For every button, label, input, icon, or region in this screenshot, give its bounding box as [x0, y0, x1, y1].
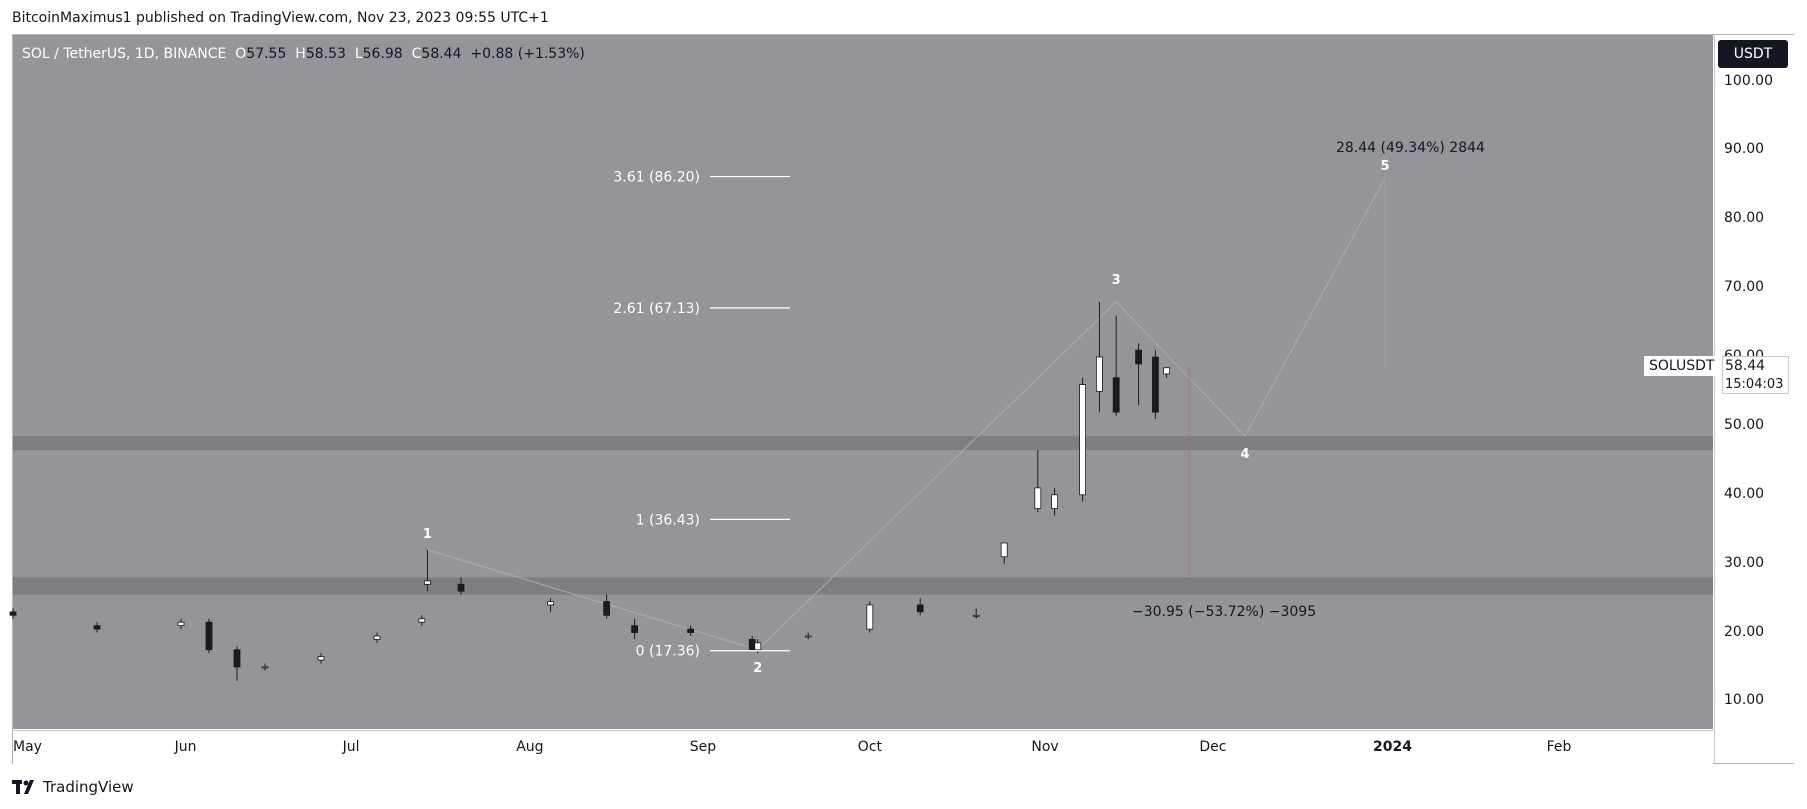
price-axis-tick: 80.00	[1724, 210, 1765, 227]
horizontal-zone	[13, 436, 1713, 451]
legend-high-key: H	[295, 46, 306, 62]
time-axis-tick: Jun	[174, 739, 197, 755]
plot-area[interactable]	[13, 35, 1713, 729]
candle-body	[1152, 356, 1159, 413]
candle-body	[866, 604, 874, 630]
candle-body	[373, 635, 381, 640]
candle-body	[916, 604, 924, 613]
price-axis[interactable]	[1714, 35, 1794, 763]
wave-label: 3	[1112, 273, 1121, 288]
time-axis[interactable]	[13, 730, 1713, 764]
price-axis-tick: 30.00	[1724, 554, 1765, 571]
price-axis-tick: 40.00	[1724, 485, 1765, 502]
legend-low: 56.98	[362, 46, 403, 62]
time-axis-tick: 2024	[1373, 739, 1412, 755]
fib-level-label: 0 (17.36)	[636, 644, 700, 660]
legend-symbol: SOL / TetherUS, 1D, BINANCE	[22, 46, 227, 62]
candle-body	[1112, 377, 1120, 413]
candle-body	[93, 625, 101, 630]
candle-body	[1000, 542, 1008, 558]
candle-body	[1096, 356, 1103, 392]
measure-down-label: −30.95 (−53.72%) −3095	[1132, 604, 1316, 620]
bar-countdown: 15:04:03	[1725, 377, 1784, 392]
price-axis-tick: 20.00	[1724, 623, 1765, 640]
legend-low-key: L	[354, 46, 363, 62]
time-axis-tick: Nov	[1031, 739, 1059, 755]
candle-body	[457, 583, 465, 592]
candle-body	[754, 642, 762, 651]
wave-line	[757, 301, 1117, 651]
wave-line	[427, 549, 758, 651]
tradingview-logo-icon	[12, 780, 34, 794]
horizontal-zone	[13, 577, 1713, 595]
candle-body	[1034, 487, 1042, 509]
candle-body	[687, 628, 694, 633]
price-axis-tick: 10.00	[1724, 692, 1765, 709]
chart-legend: SOL / TetherUS, 1D, BINANCE O57.55 H58.5…	[22, 46, 585, 62]
candle-body	[631, 625, 638, 633]
legend-close-key: C	[411, 46, 422, 62]
legend-high: 58.53	[305, 46, 346, 62]
last-price-tag: 58.44 15:04:03	[1722, 356, 1789, 394]
price-axis-tick: 70.00	[1724, 279, 1765, 296]
candle-body	[1079, 384, 1086, 496]
candle-body	[748, 639, 756, 651]
candle-body	[972, 614, 980, 617]
legend-change: +0.88 (+1.53%)	[470, 46, 585, 62]
candle-body	[9, 611, 17, 616]
time-axis-tick: Jul	[342, 739, 360, 755]
candle-body	[1051, 494, 1058, 509]
legend-open: 57.55	[246, 46, 287, 62]
candle-body	[547, 601, 554, 606]
candle-body	[423, 580, 431, 585]
wave-label: 5	[1380, 159, 1389, 174]
candle-body	[233, 649, 241, 668]
price-axis-tick: 90.00	[1724, 141, 1765, 158]
candle-body	[261, 666, 269, 669]
candle-body	[205, 621, 213, 651]
last-price: 58.44	[1725, 358, 1766, 374]
price-axis-tick: 100.00	[1724, 72, 1773, 89]
time-axis-tick: Feb	[1546, 739, 1572, 755]
candle-body	[1135, 349, 1142, 365]
time-axis-tick: Sep	[689, 739, 717, 755]
wave-label: 2	[753, 661, 762, 676]
fib-level-label: 3.61 (86.20)	[613, 170, 700, 186]
currency-button[interactable]: USDT	[1718, 40, 1788, 68]
candle-body	[1163, 367, 1170, 375]
time-axis-tick: Oct	[857, 739, 883, 755]
symbol-price-label: SOLUSDT	[1644, 356, 1720, 376]
brand-name: TradingView	[43, 778, 134, 796]
candle-body	[804, 635, 812, 638]
time-axis-tick: May	[13, 739, 42, 755]
price-axis-tick: 50.00	[1724, 416, 1765, 433]
legend-close: 58.44	[421, 46, 462, 62]
fib-level-label: 2.61 (67.13)	[613, 301, 700, 317]
measure-up-label: 28.44 (49.34%) 2844	[1336, 140, 1485, 156]
time-axis-tick: Dec	[1199, 739, 1227, 755]
wave-line	[1244, 177, 1386, 437]
wave-label: 1	[423, 527, 432, 542]
wave-label: 4	[1240, 447, 1249, 462]
legend-open-key: O	[235, 46, 247, 62]
tradingview-brand[interactable]: TradingView	[12, 778, 134, 796]
candle-body	[603, 601, 610, 616]
candle-body	[418, 618, 426, 623]
candle-body	[177, 621, 185, 627]
candle-body	[317, 656, 325, 661]
wave-line	[1115, 301, 1246, 437]
time-axis-tick: Aug	[516, 739, 544, 755]
fib-level-label: 1 (36.43)	[636, 512, 700, 528]
publisher-caption: BitcoinMaximus1 published on TradingView…	[12, 10, 549, 26]
